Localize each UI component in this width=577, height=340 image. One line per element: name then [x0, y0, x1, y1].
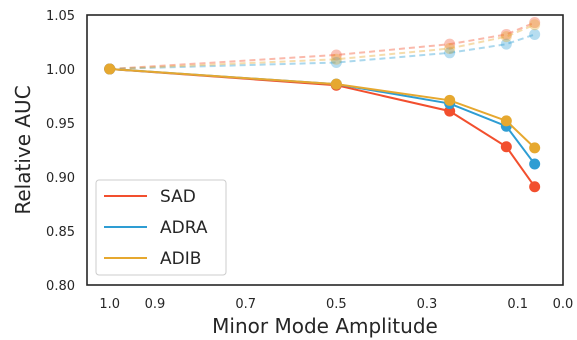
- faint-point-4-1: [330, 57, 342, 69]
- data-point-2-0: [104, 63, 116, 75]
- x-tick-label: 0.5: [326, 297, 347, 312]
- legend: SAD ADRA ADIB: [95, 179, 227, 276]
- main-series-layer: [104, 63, 541, 193]
- x-tick-label: 0.1: [507, 297, 528, 312]
- data-point-0-2: [444, 105, 456, 117]
- data-point-2-3: [500, 115, 512, 127]
- legend-label-adib: ADIB: [160, 249, 201, 269]
- data-point-2-2: [444, 94, 456, 106]
- faint-point-3-3: [500, 28, 512, 40]
- data-point-0-3: [500, 141, 512, 153]
- faint-point-3-4: [529, 17, 541, 29]
- y-tick-label: 0.85: [46, 225, 75, 240]
- faint-point-5-3: [500, 31, 512, 43]
- data-point-2-1: [330, 78, 342, 90]
- faint-series-line-3: [109, 21, 536, 70]
- faint-point-4-4: [529, 28, 541, 40]
- faint-series-line-4: [109, 33, 535, 70]
- x-tick-label: 0.3: [417, 297, 438, 312]
- y-tick-label: 0.90: [46, 171, 75, 186]
- plot-frame: [86, 14, 564, 286]
- faint-point-5-4: [529, 19, 541, 31]
- data-point-0-4: [529, 181, 541, 193]
- x-tick-label: 0.0: [553, 297, 574, 312]
- faint-series-line-5: [109, 23, 536, 70]
- data-point-2-4: [529, 142, 541, 154]
- x-axis-label: Minor Mode Amplitude: [212, 314, 438, 338]
- data-point-1-4: [529, 158, 541, 170]
- faint-series-layer: [104, 17, 541, 75]
- x-tick-label: 0.7: [235, 297, 256, 312]
- y-tick-label: 0.80: [46, 279, 75, 294]
- y-axis-label: Relative AUC: [11, 85, 35, 214]
- faint-point-5-1: [330, 53, 342, 65]
- y-tick-label: 1.00: [46, 63, 75, 78]
- legend-label-sad: SAD: [160, 187, 196, 207]
- faint-point-5-2: [444, 42, 456, 54]
- series-line-2: [109, 68, 536, 149]
- faint-point-4-3: [500, 38, 512, 50]
- legend-box: [95, 179, 227, 276]
- y-tick-label: 0.95: [46, 117, 75, 132]
- series-line-0: [109, 68, 536, 188]
- y-tick-label: 1.05: [46, 9, 75, 24]
- x-tick-label: 0.9: [145, 297, 166, 312]
- faint-point-3-2: [444, 38, 456, 50]
- x-tick-label: 1.0: [99, 297, 120, 312]
- legend-label-adra: ADRA: [160, 218, 208, 238]
- tick-labels: 0.80 0.85 0.90 0.95 1.00 1.05 1.0 0.9 0.7 0.5 0.3 0…: [46, 9, 573, 312]
- faint-point-4-2: [444, 47, 456, 59]
- faint-point-3-1: [330, 49, 342, 61]
